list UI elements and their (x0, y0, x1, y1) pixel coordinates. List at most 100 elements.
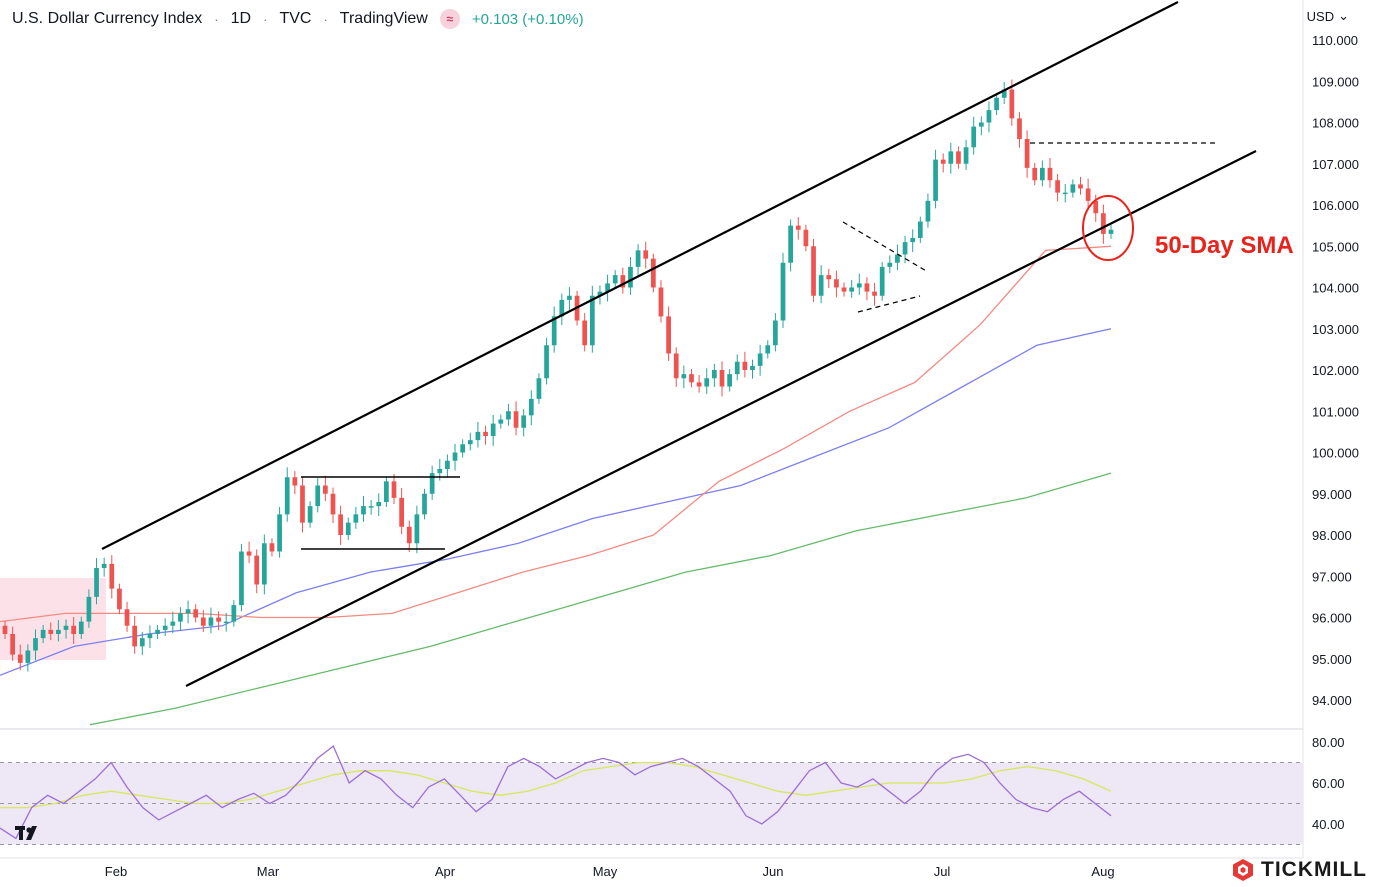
candle-body (200, 617, 206, 626)
candle-body (330, 493, 336, 515)
candle-body (780, 262, 786, 321)
candle-body (300, 485, 305, 523)
candle-body (628, 266, 633, 288)
time-tick-mar: Mar (257, 864, 280, 879)
candle-body (643, 250, 649, 259)
tradingview-logo-icon[interactable] (14, 822, 44, 844)
candle-body (155, 629, 160, 634)
candle-body (422, 493, 427, 515)
candle-body (742, 361, 748, 370)
candle-body (231, 605, 237, 622)
candle-body (445, 460, 450, 469)
candle-body (673, 353, 679, 379)
candle-body (956, 151, 961, 164)
candle-body (1024, 139, 1030, 168)
candle-body (963, 147, 969, 164)
pennant-lower-line (857, 295, 921, 313)
candle-body (917, 221, 923, 238)
candle-body (994, 97, 999, 111)
candle-body (406, 526, 412, 544)
candle-body (269, 543, 275, 552)
candle-body (1055, 180, 1060, 193)
candle-body (1078, 184, 1083, 189)
candle-body (727, 374, 732, 387)
candle-body (284, 477, 290, 515)
candle-body (597, 291, 603, 296)
candle-body (109, 563, 115, 589)
time-tick-apr: Apr (435, 864, 456, 879)
interval-label[interactable]: 1D (230, 10, 252, 27)
candle-body (2, 625, 8, 634)
candle-body (475, 431, 481, 441)
candle-body (712, 370, 717, 379)
candle-body (307, 506, 313, 523)
candle-body (483, 431, 488, 436)
candle-body (246, 551, 252, 556)
candle-body (353, 514, 359, 523)
candle-body (620, 275, 626, 288)
price-tick-108.000: 108.000 (1312, 116, 1359, 131)
currency-selector[interactable]: USD ⌄ (1307, 8, 1349, 24)
source-label: TradingView (339, 10, 428, 27)
price-tick-105.000: 105.000 (1312, 239, 1359, 254)
candle-body (1017, 118, 1022, 139)
candle-body (48, 629, 54, 634)
price-tick-109.000: 109.000 (1312, 74, 1359, 89)
time-tick-may: May (593, 864, 618, 879)
pennant-upper-line (842, 221, 929, 273)
candle-body (849, 287, 855, 292)
candle-body (1062, 192, 1068, 195)
candle-body (368, 506, 374, 508)
candle-body (933, 159, 938, 201)
price-tick-101.000: 101.000 (1312, 404, 1359, 419)
chevron-down-icon: ⌄ (1338, 8, 1349, 23)
symbol-name[interactable]: U.S. Dollar Currency Index (12, 10, 203, 27)
candle-body (56, 629, 61, 634)
price-tick-98.000: 98.000 (1312, 528, 1352, 543)
candle-body (384, 481, 389, 502)
candle-body (567, 295, 572, 300)
candle-body (757, 353, 763, 366)
candle-body (803, 229, 809, 247)
candle-body (536, 378, 542, 399)
candle-body (1108, 229, 1114, 234)
candle-body (1039, 167, 1045, 181)
candle-body (216, 617, 221, 622)
candle-body (834, 279, 839, 288)
compare-icon[interactable]: ≈ (439, 9, 460, 29)
candle-body (414, 514, 420, 544)
candle-body (689, 374, 694, 383)
candle-body (40, 629, 46, 639)
candle-body (63, 625, 69, 630)
candle-body (117, 588, 122, 610)
candle-body (910, 238, 916, 243)
candle-body (788, 225, 794, 263)
price-change: +0.103 (+0.10%) (471, 10, 584, 28)
sma-annotation-label: 50-Day SMA (1155, 232, 1294, 259)
price-tick-103.000: 103.000 (1312, 322, 1359, 337)
candle-body (544, 345, 549, 379)
candle-body (818, 275, 824, 296)
candle-body (658, 287, 664, 317)
price-tick-106.000: 106.000 (1312, 198, 1359, 213)
candle-body (506, 411, 511, 420)
price-tick-107.000: 107.000 (1312, 157, 1359, 172)
candle-body (452, 452, 458, 461)
candle-body (376, 502, 382, 507)
candle-body (239, 551, 244, 606)
candle-body (528, 398, 534, 416)
currency-label: USD (1306, 8, 1335, 24)
candle-body (208, 617, 214, 626)
price-tick-94.000: 94.000 (1312, 693, 1352, 708)
rsi-ma-line (0, 761, 1112, 809)
candle-body (841, 287, 847, 292)
candle-body (811, 246, 816, 296)
candle-body (1093, 200, 1099, 214)
candle-body (978, 122, 984, 127)
time-tick-aug: Aug (1091, 864, 1114, 879)
candle-body (734, 361, 740, 375)
candle-body (826, 275, 832, 280)
candle-body (78, 621, 84, 634)
candle-body (33, 638, 38, 651)
